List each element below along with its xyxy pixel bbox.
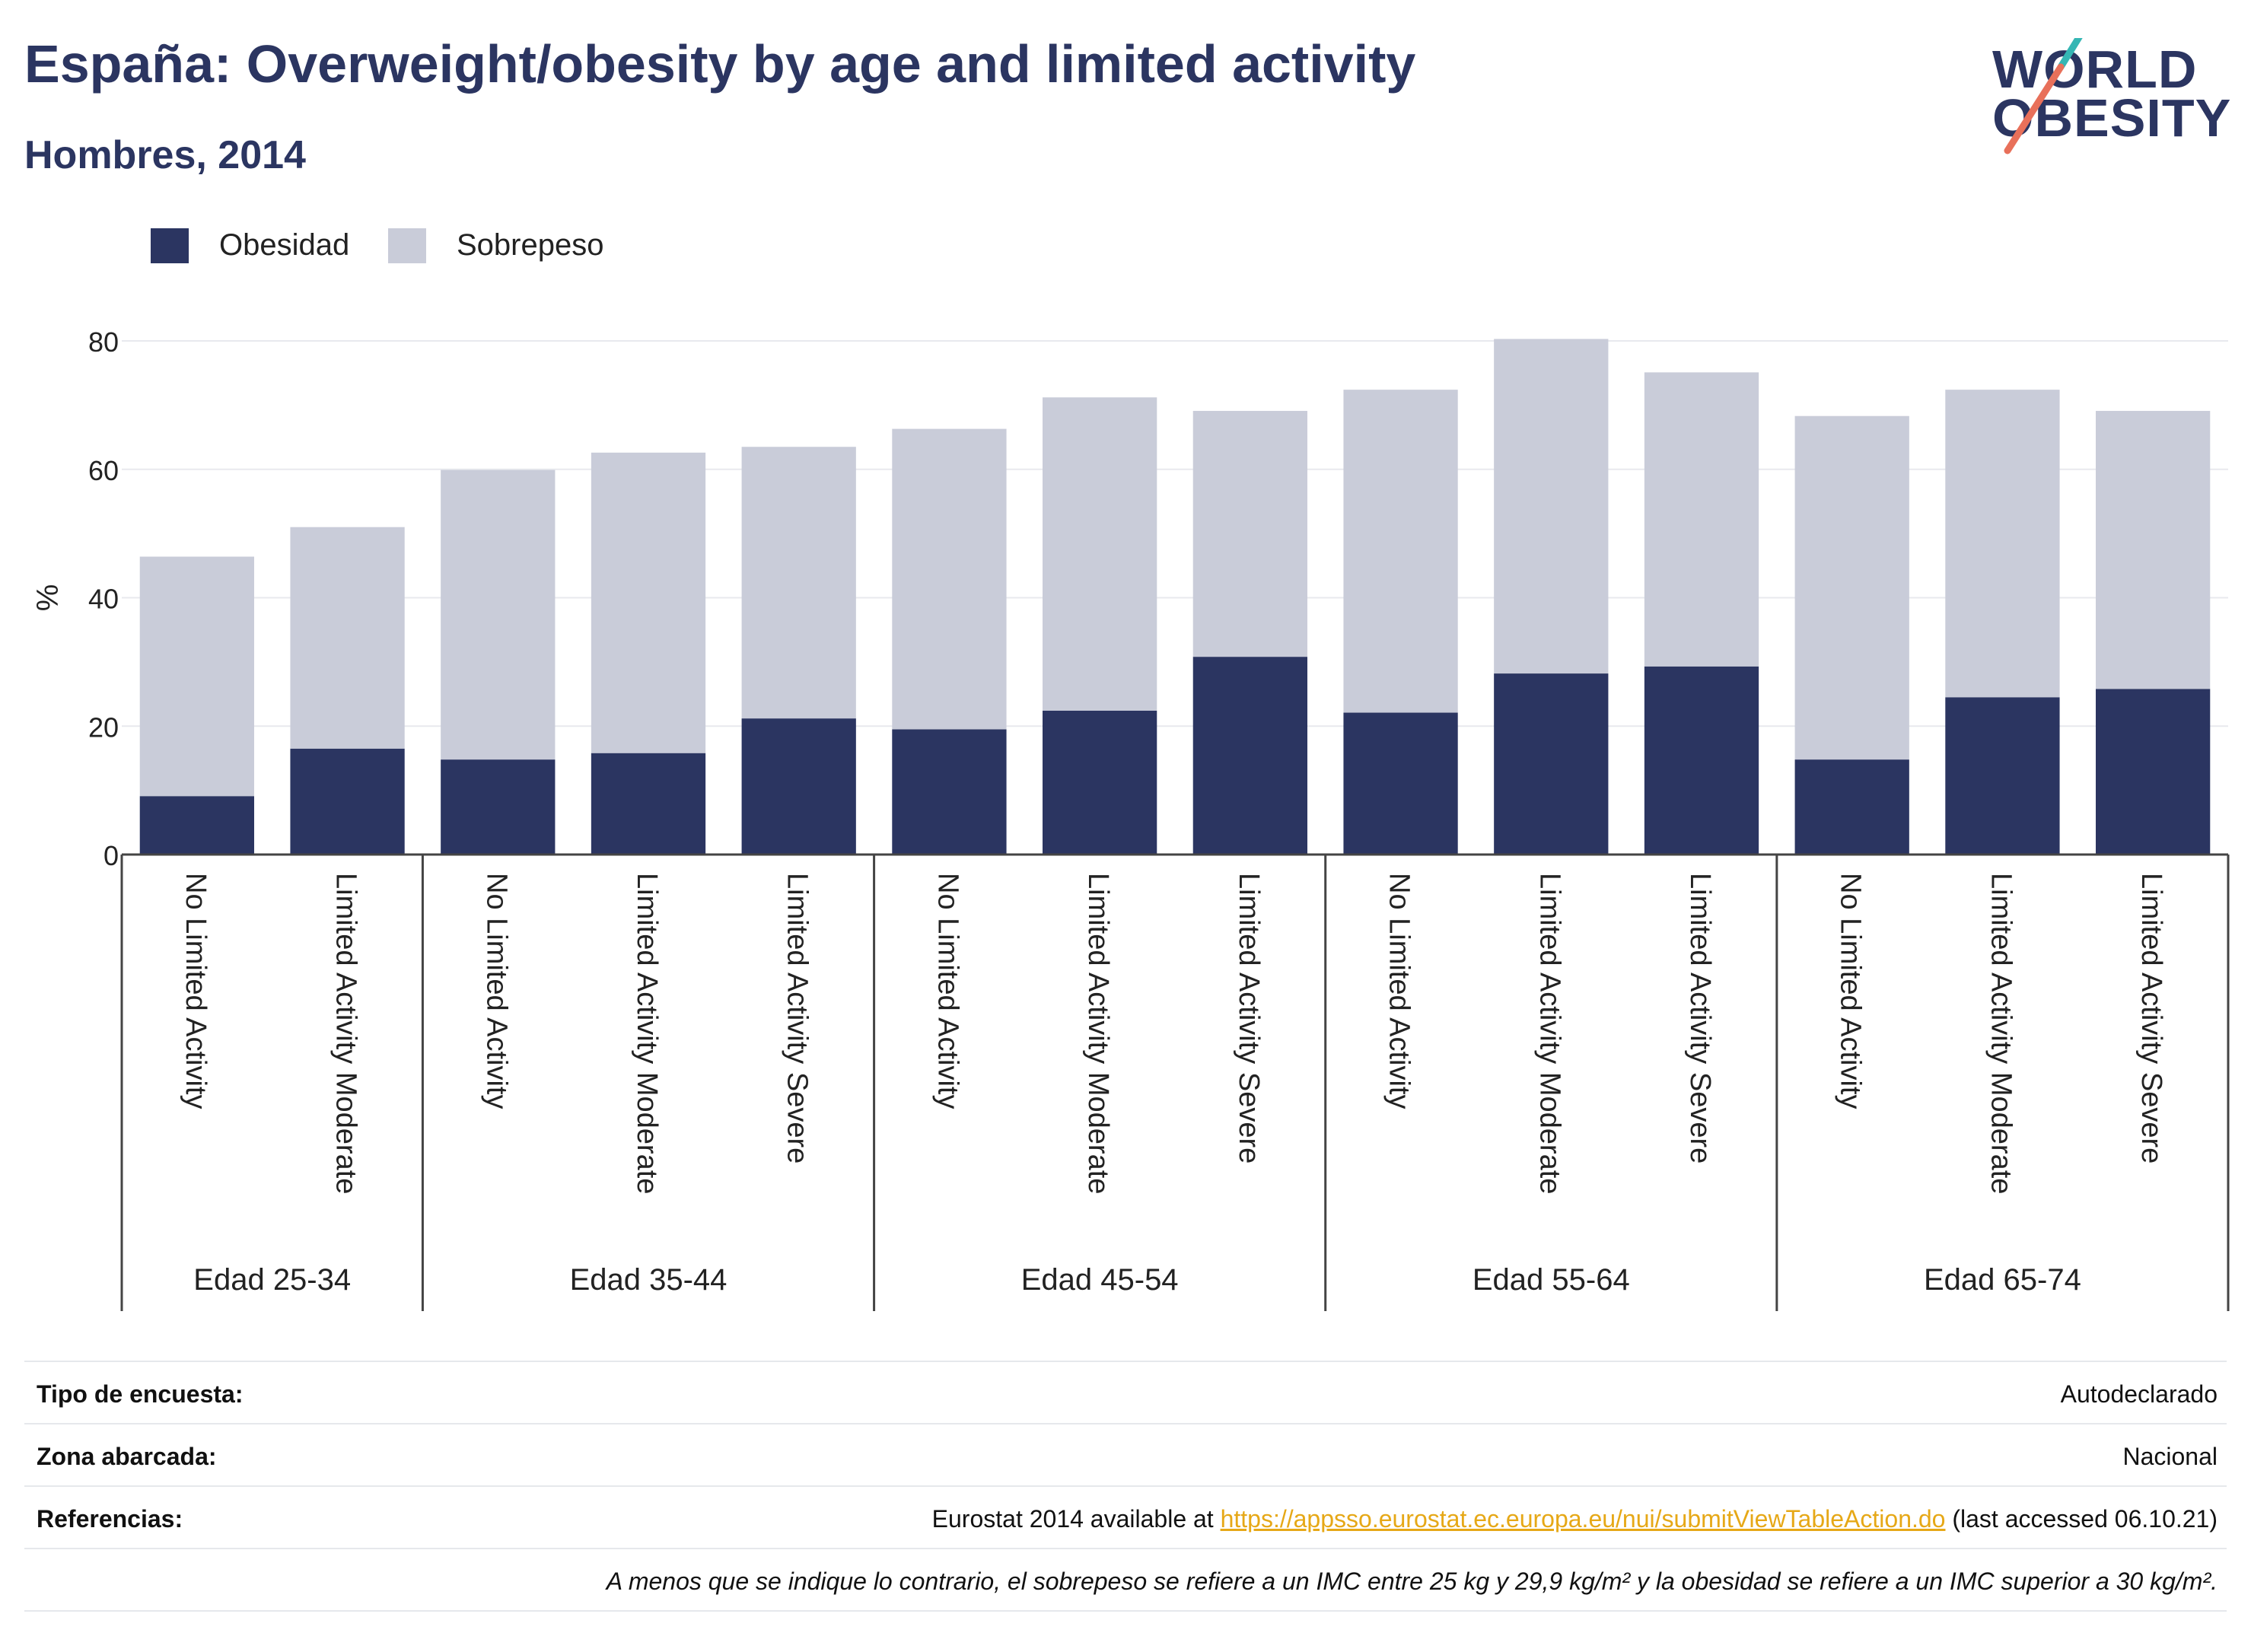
x-category-label: Limited Activity Severe — [1684, 873, 1716, 1163]
reference-link[interactable]: https://appsso.eurostat.ec.europa.eu/nui… — [1220, 1505, 1946, 1533]
bar-obesidad — [1794, 759, 1909, 855]
x-category-label: No Limited Activity — [931, 873, 963, 1109]
x-group-label: Edad 35-44 — [570, 1263, 728, 1297]
legend-label-sobrepeso: Sobrepeso — [457, 228, 604, 262]
bar-obesidad — [1343, 712, 1458, 855]
y-tick-label: 40 — [88, 584, 119, 615]
info-label-coverage: Zona abarcada: — [37, 1443, 217, 1470]
bar-obesidad — [591, 753, 706, 855]
info-label-references: Referencias: — [37, 1505, 183, 1533]
bar-obesidad — [741, 718, 856, 855]
x-category-label: Limited Activity Moderate — [631, 873, 663, 1194]
definition-note: A menos que se indique lo contrario, el … — [606, 1568, 2218, 1595]
bar-sobrepeso — [441, 469, 556, 760]
reference-suffix: (last accessed 06.10.21) — [1945, 1505, 2218, 1533]
world-obesity-logo: WORLD OBESITY — [1986, 38, 2237, 160]
legend-swatch-sobrepeso — [388, 228, 426, 263]
bar-sobrepeso — [1343, 390, 1458, 713]
x-category-label: No Limited Activity — [180, 873, 212, 1109]
chart-title: España: Overweight/obesity by age and li… — [24, 34, 1416, 94]
bar-obesidad — [1945, 697, 2060, 855]
info-value-survey-type: Autodeclarado — [2060, 1380, 2218, 1408]
info-row-coverage: Zona abarcada: Nacional — [24, 1423, 2227, 1487]
bar-sobrepeso — [139, 556, 254, 797]
x-category-label: Limited Activity Moderate — [1985, 873, 2017, 1194]
bar-obesidad — [139, 796, 254, 855]
bar-obesidad — [892, 729, 1007, 855]
bar-obesidad — [1043, 711, 1157, 855]
x-group-label: Edad 45-54 — [1021, 1263, 1179, 1297]
x-category-label: Limited Activity Severe — [782, 873, 813, 1163]
x-category-label: Limited Activity Severe — [2135, 873, 2167, 1163]
info-value-references: Eurostat 2014 available at https://appss… — [932, 1505, 2218, 1533]
bar-sobrepeso — [741, 447, 856, 719]
x-category-label: Limited Activity Moderate — [1082, 873, 1114, 1194]
x-category-label: Limited Activity Severe — [1233, 873, 1265, 1163]
logo-slash-icon — [2004, 38, 2083, 154]
info-row-references: Referencias: Eurostat 2014 available at … — [24, 1485, 2227, 1549]
bar-sobrepeso — [1644, 372, 1759, 667]
info-label-survey-type: Tipo de encuesta: — [37, 1380, 244, 1408]
bar-sobrepeso — [1945, 390, 2060, 698]
bar-sobrepeso — [1794, 415, 1909, 760]
x-category-label: Limited Activity Moderate — [1533, 873, 1565, 1194]
x-category-label: No Limited Activity — [480, 873, 512, 1109]
legend-label-obesidad: Obesidad — [219, 228, 350, 262]
bar-sobrepeso — [1494, 339, 1609, 674]
y-tick-label: 20 — [88, 711, 119, 743]
info-row-survey-type: Tipo de encuesta: Autodeclarado — [24, 1361, 2227, 1424]
info-value-coverage: Nacional — [2122, 1443, 2218, 1470]
bar-sobrepeso — [1043, 397, 1157, 711]
x-group-label: Edad 55-64 — [1473, 1263, 1630, 1297]
y-tick-label: 80 — [88, 326, 119, 358]
bar-obesidad — [1644, 666, 1759, 855]
reference-prefix: Eurostat 2014 available at — [931, 1505, 1221, 1533]
x-category-label: Limited Activity Moderate — [330, 873, 362, 1194]
bar-obesidad — [1494, 673, 1609, 855]
bar-obesidad — [1192, 657, 1307, 855]
bar-obesidad — [290, 748, 405, 855]
bar-obesidad — [441, 759, 556, 855]
bar-sobrepeso — [892, 428, 1007, 730]
info-table-bottom-border — [24, 1610, 2227, 1612]
legend-swatch-obesidad — [151, 228, 189, 263]
bar-sobrepeso — [290, 527, 405, 749]
logo-line-1: WORLD — [1992, 40, 2198, 99]
bar-obesidad — [2096, 689, 2211, 855]
x-group-label: Edad 65-74 — [1924, 1263, 2081, 1297]
bar-sobrepeso — [1192, 410, 1307, 657]
y-tick-label: 0 — [103, 840, 119, 871]
y-axis-title: % — [31, 584, 65, 612]
info-row-note: A menos que se indique lo contrario, el … — [24, 1548, 2227, 1612]
chart-subtitle: Hombres, 2014 — [24, 133, 306, 177]
x-category-label: No Limited Activity — [1835, 873, 1867, 1109]
x-group-label: Edad 25-34 — [193, 1263, 351, 1297]
y-tick-label: 60 — [88, 455, 119, 486]
bar-sobrepeso — [591, 452, 706, 753]
x-category-label: No Limited Activity — [1383, 873, 1415, 1109]
stacked-bar-chart: 0 20 40 60 80% No Limited Activity Limited Act… — [31, 326, 2230, 1311]
bar-sobrepeso — [2096, 410, 2211, 689]
